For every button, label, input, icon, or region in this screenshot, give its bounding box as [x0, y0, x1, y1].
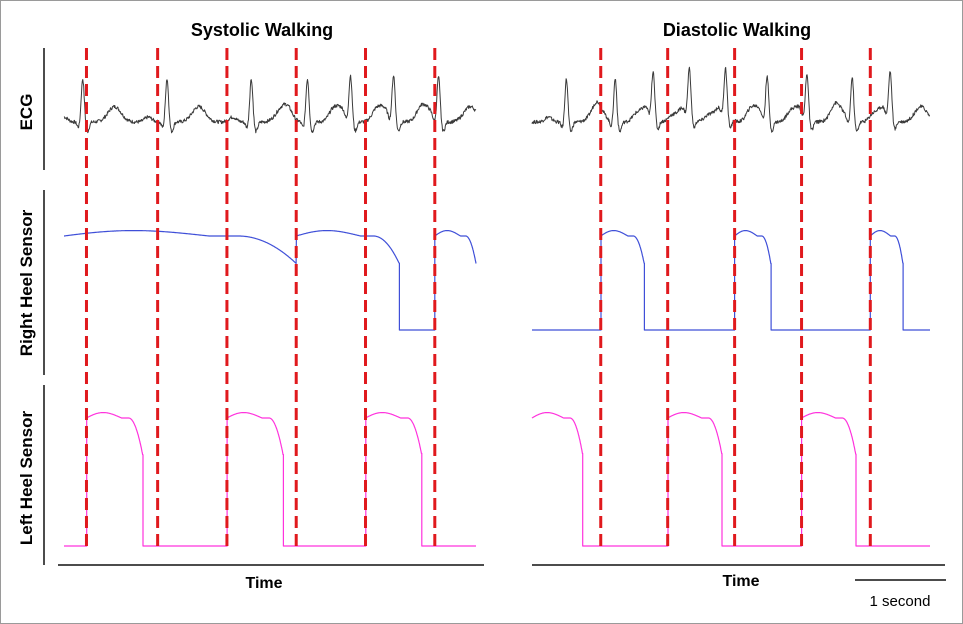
x-axis-label-systolic: Time — [245, 575, 282, 592]
scale-bar-label: 1 second — [870, 593, 931, 610]
panel-title-systolic: Systolic Walking — [191, 20, 333, 40]
panel-title-diastolic: Diastolic Walking — [663, 20, 811, 40]
right-heel-trace-1 — [531, 230, 931, 331]
ecg-trace-0 — [63, 74, 477, 134]
x-axis-label-diastolic: Time — [722, 573, 759, 590]
traces-layer — [63, 66, 931, 547]
row-label-ecg: ECG — [17, 94, 36, 131]
left-heel-trace-1 — [531, 412, 931, 547]
left-heel-trace-0 — [63, 412, 477, 547]
ecg-trace-1 — [531, 66, 931, 133]
step-markers-layer — [84, 48, 872, 548]
row-label-right-heel: Right Heel Sensor — [17, 209, 36, 356]
right-heel-trace-0 — [63, 230, 477, 331]
row-label-left-heel: Left Heel Sensor — [17, 411, 36, 546]
